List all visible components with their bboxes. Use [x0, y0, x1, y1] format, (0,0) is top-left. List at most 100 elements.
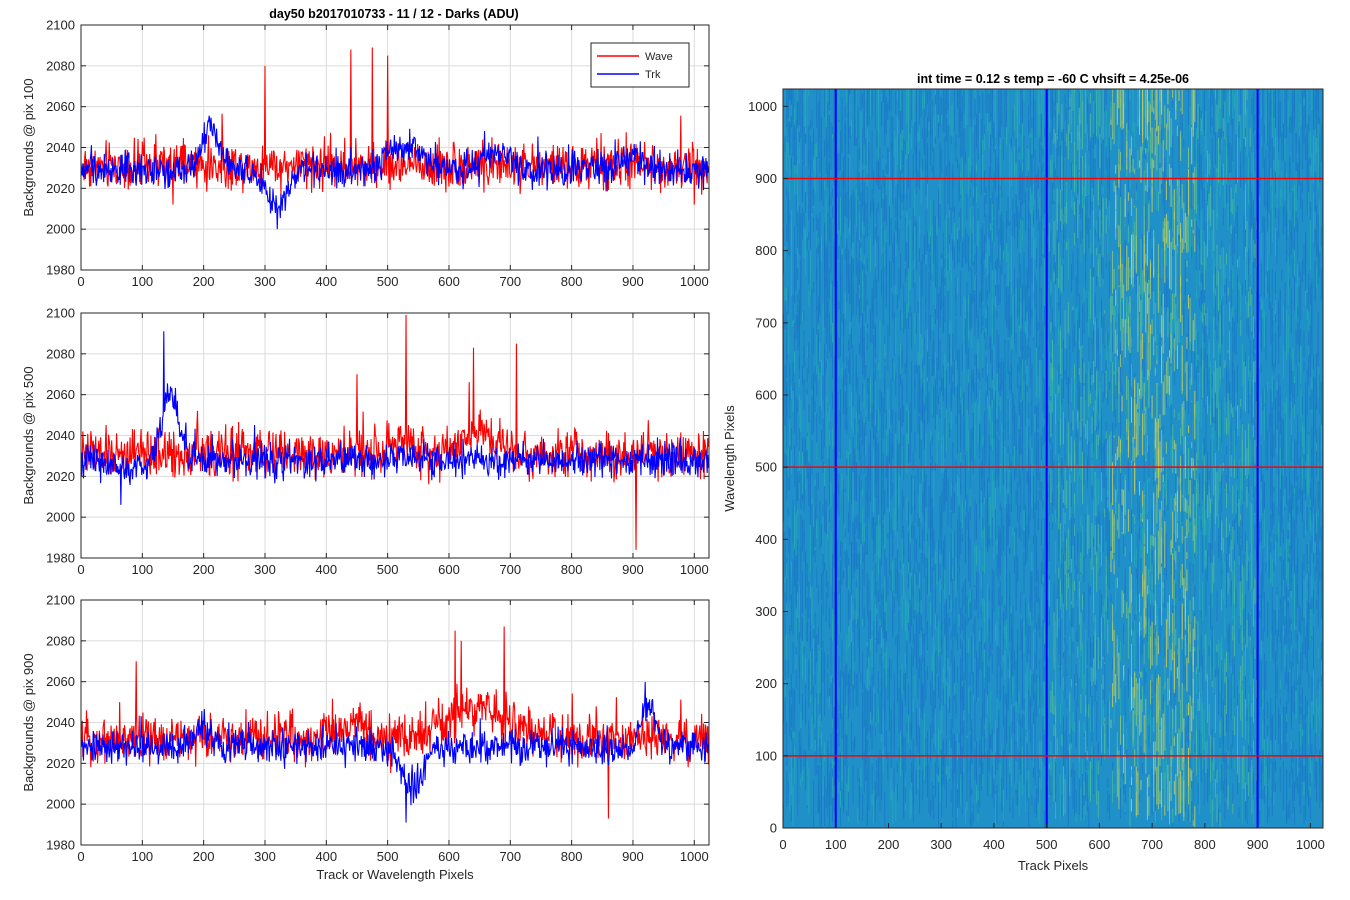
image-streak: [830, 217, 832, 253]
image-streak: [874, 521, 876, 554]
image-streak: [1082, 550, 1083, 575]
image-streak: [787, 293, 789, 331]
image-streak: [1137, 89, 1139, 127]
image-streak: [816, 305, 818, 351]
image-streak: [988, 179, 990, 224]
image-streak: [1009, 399, 1011, 435]
image-streak: [969, 448, 971, 489]
image-streak: [938, 293, 939, 333]
image-streak: [849, 333, 851, 384]
image-streak: [945, 214, 947, 240]
image-streak: [1025, 537, 1027, 554]
image-streak: [982, 660, 984, 711]
image-streak: [847, 681, 849, 695]
image-streak: [827, 302, 829, 332]
image-streak: [947, 682, 949, 708]
image-streak: [1034, 653, 1036, 684]
image-streak: [1118, 530, 1120, 568]
image-streak: [947, 478, 949, 527]
x-tick-label: 100: [131, 562, 153, 577]
image-streak: [882, 296, 884, 326]
image-streak: [866, 89, 868, 129]
image-streak: [840, 412, 841, 459]
image-streak: [974, 93, 976, 118]
image-streak: [1070, 162, 1072, 201]
image-streak: [985, 89, 987, 113]
image-streak: [1074, 114, 1076, 135]
image-streak: [938, 89, 939, 115]
image-streak: [854, 671, 856, 689]
image-streak: [1015, 579, 1017, 600]
image-streak: [1026, 345, 1028, 366]
image-streak: [836, 197, 838, 224]
image-streak: [1050, 468, 1052, 503]
image-streak: [833, 133, 835, 145]
image-streak: [808, 461, 810, 507]
image-streak: [933, 707, 935, 734]
image-streak: [906, 599, 908, 642]
image-streak: [941, 589, 943, 631]
image-streak: [1044, 588, 1045, 598]
image-streak: [988, 497, 990, 538]
image-streak: [952, 639, 954, 675]
image-streak: [803, 212, 805, 226]
image-streak: [977, 209, 979, 248]
image-streak: [1061, 113, 1063, 130]
image-streak: [849, 602, 851, 647]
image-streak: [1055, 762, 1057, 801]
image-streak: [1077, 646, 1079, 658]
plot-panel-pix-500: 0 100 200 300 400 500 600 700 800 900 100019802000…: [21, 306, 710, 577]
image-streak: [928, 315, 930, 358]
image-streak: [969, 734, 971, 772]
image-streak: [1020, 440, 1022, 479]
image-streak: [1140, 616, 1142, 631]
image-streak: [1067, 89, 1069, 111]
image-streak: [980, 228, 982, 265]
image-streak: [1097, 421, 1099, 430]
image-streak: [868, 579, 870, 621]
image-streak: [876, 129, 878, 148]
image-streak: [806, 430, 808, 451]
image-streak: [1085, 374, 1087, 401]
image-streak: [1051, 412, 1053, 434]
image-streak: [979, 549, 981, 574]
image-streak: [1099, 311, 1101, 354]
image-streak: [1033, 673, 1034, 700]
image-streak: [922, 471, 924, 482]
image-streak: [827, 778, 829, 817]
image-streak: [824, 562, 826, 571]
image-streak: [1107, 352, 1109, 369]
image-streak: [906, 411, 908, 433]
image-streak: [830, 781, 832, 792]
image-streak: [1124, 784, 1126, 815]
image-streak: [898, 228, 900, 251]
image-streak: [879, 147, 881, 190]
image-streak: [1108, 341, 1110, 382]
image-streak: [1028, 149, 1030, 166]
image-streak: [1129, 787, 1131, 828]
image-streak: [797, 539, 799, 549]
image-streak: [827, 749, 829, 790]
image-streak: [974, 218, 976, 244]
image-streak: [814, 144, 816, 194]
image-streak: [1025, 333, 1027, 361]
image-streak: [1132, 626, 1134, 646]
image-streak: [1086, 640, 1088, 666]
image-streak: [822, 418, 824, 460]
image-streak: [787, 233, 789, 255]
image-streak: [877, 442, 879, 466]
image-streak: [817, 296, 819, 328]
image-streak: [1055, 510, 1057, 524]
image-streak: [840, 691, 841, 720]
image-streak: [1007, 89, 1009, 134]
image-streak: [1123, 490, 1125, 537]
image-streak: [830, 335, 832, 358]
image-streak: [1085, 630, 1087, 669]
image-streak: [862, 270, 864, 314]
image-streak: [995, 149, 996, 191]
image-streak: [1058, 89, 1060, 124]
image-streak: [974, 599, 976, 611]
image-streak: [1101, 686, 1102, 727]
image-streak: [868, 485, 870, 520]
image-streak: [901, 596, 903, 628]
